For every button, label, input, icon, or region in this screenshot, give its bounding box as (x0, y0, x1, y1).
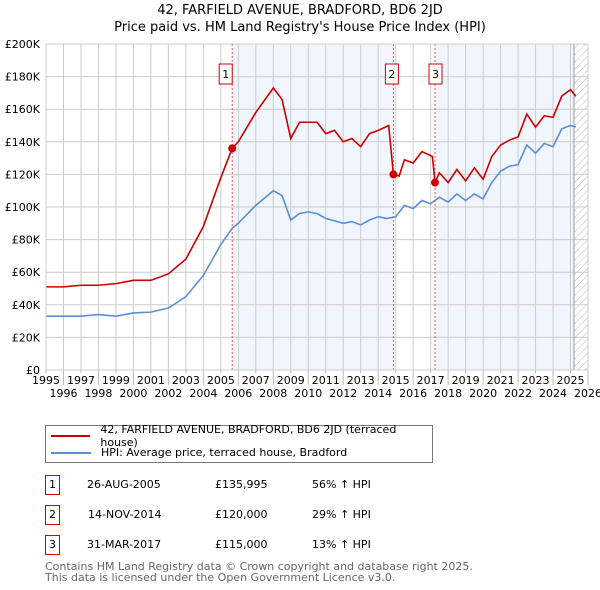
transaction-price: £115,000 (215, 538, 268, 551)
sale-point (431, 178, 440, 187)
sale-label: 2 (388, 68, 395, 81)
legend-red-line (51, 434, 91, 437)
x-tick-label: 2006 (224, 387, 252, 400)
x-tick-label: 2025 (557, 374, 585, 387)
x-tick-label: 2024 (539, 387, 567, 400)
plot-border (45, 43, 589, 371)
x-tick-label: 1999 (102, 374, 130, 387)
x-tick-label: 2014 (364, 387, 392, 400)
plot-area: 1995199619971998199920002001200220032004… (5, 38, 600, 400)
x-tick-label: 1996 (49, 387, 77, 400)
attribution: Contains HM Land Registry data © Crown c… (45, 561, 473, 583)
x-tick-label: 2016 (399, 387, 427, 400)
transaction-row: 1 26-AUG-2005 £135,995 56% ↑ HPI (45, 475, 465, 495)
y-tick-label: £20K (12, 331, 41, 344)
chart-title: 42, FARFIELD AVENUE, BRADFORD, BD6 2JD (157, 3, 443, 18)
y-tick-label: £140K (5, 136, 41, 149)
y-tick-label: £120K (5, 168, 41, 181)
x-tick-label: 2020 (469, 387, 497, 400)
x-tick-label: 1997 (67, 374, 95, 387)
x-tick-label: 2000 (119, 387, 147, 400)
y-tick-label: £80K (12, 234, 41, 247)
price-line (46, 86, 577, 288)
x-tick-label: 2021 (487, 374, 515, 387)
x-tick-label: 2018 (434, 387, 462, 400)
x-tick-label: 2009 (277, 374, 305, 387)
x-tick-label: 2002 (154, 387, 182, 400)
transaction-row: 2 14-NOV-2014 £120,000 29% ↑ HPI (45, 505, 465, 525)
y-tick-label: £100K (5, 201, 41, 214)
sale-point (228, 144, 237, 153)
x-tick-label: 2026 (574, 387, 600, 400)
x-tick-label: 2011 (312, 374, 340, 387)
x-tick-label: 2001 (137, 374, 165, 387)
transaction-date: 26-AUG-2005 (87, 478, 161, 491)
x-tick-label: 2015 (382, 374, 410, 387)
x-tick-label: 2023 (522, 374, 550, 387)
y-tick-label: £60K (12, 266, 41, 279)
transaction-hpi: 29% ↑ HPI (312, 508, 371, 521)
legend-label-hpi: HPI: Average price, terraced house, Brad… (101, 446, 348, 459)
legend-blue-line (51, 451, 91, 454)
x-tick-label: 2005 (207, 374, 235, 387)
x-tick-label: 2007 (242, 374, 270, 387)
attribution-line-2: This data is licensed under the Open Gov… (45, 571, 396, 584)
x-tick-label: 2012 (329, 387, 357, 400)
x-tick-label: 2019 (452, 374, 480, 387)
transaction-row: 3 31-MAR-2017 £115,000 13% ↑ HPI (45, 535, 465, 555)
y-tick-label: £200K (5, 38, 41, 51)
x-tick-label: 2022 (504, 387, 532, 400)
x-tick-label: 2003 (172, 374, 200, 387)
transaction-price: £135,995 (215, 478, 268, 491)
legend: 42, FARFIELD AVENUE, BRADFORD, BD6 2JD (… (45, 422, 433, 463)
chart-subtitle: Price paid vs. HM Land Registry's House … (114, 20, 486, 35)
legend-label-property: 42, FARFIELD AVENUE, BRADFORD, BD6 2JD (… (100, 422, 397, 449)
x-tick-label: 2010 (294, 387, 322, 400)
x-tick-label: 2008 (259, 387, 287, 400)
hpi-line (46, 124, 576, 318)
x-tick-label: 1998 (84, 387, 112, 400)
marker-badge: 3 (45, 535, 60, 555)
sale-label: 3 (432, 68, 439, 81)
x-tick-label: 2017 (417, 374, 445, 387)
sale-point (389, 170, 398, 179)
y-tick-label: £160K (5, 103, 41, 116)
transaction-hpi: 56% ↑ HPI (312, 478, 371, 491)
transaction-date: 31-MAR-2017 (87, 538, 162, 551)
y-tick-label: £40K (12, 299, 41, 312)
attribution-line-1: Contains HM Land Registry data © Crown c… (45, 560, 473, 573)
y-tick-label: £180K (5, 71, 41, 84)
sale-label: 1 (222, 68, 229, 81)
transaction-date: 14-NOV-2014 (88, 508, 162, 521)
sale-label-box (428, 63, 443, 85)
sale-label-box (384, 63, 399, 85)
marker-badge: 1 (45, 475, 60, 495)
transaction-price: £120,000 (215, 508, 268, 521)
x-tick-label: 2013 (347, 374, 375, 387)
x-tick-label: 2004 (189, 387, 217, 400)
transaction-hpi: 13% ↑ HPI (312, 538, 371, 551)
y-tick-label: £0 (26, 364, 40, 377)
sale-label-box (218, 63, 233, 85)
x-tick-label: 1995 (32, 374, 60, 387)
marker-badge: 2 (45, 505, 60, 525)
